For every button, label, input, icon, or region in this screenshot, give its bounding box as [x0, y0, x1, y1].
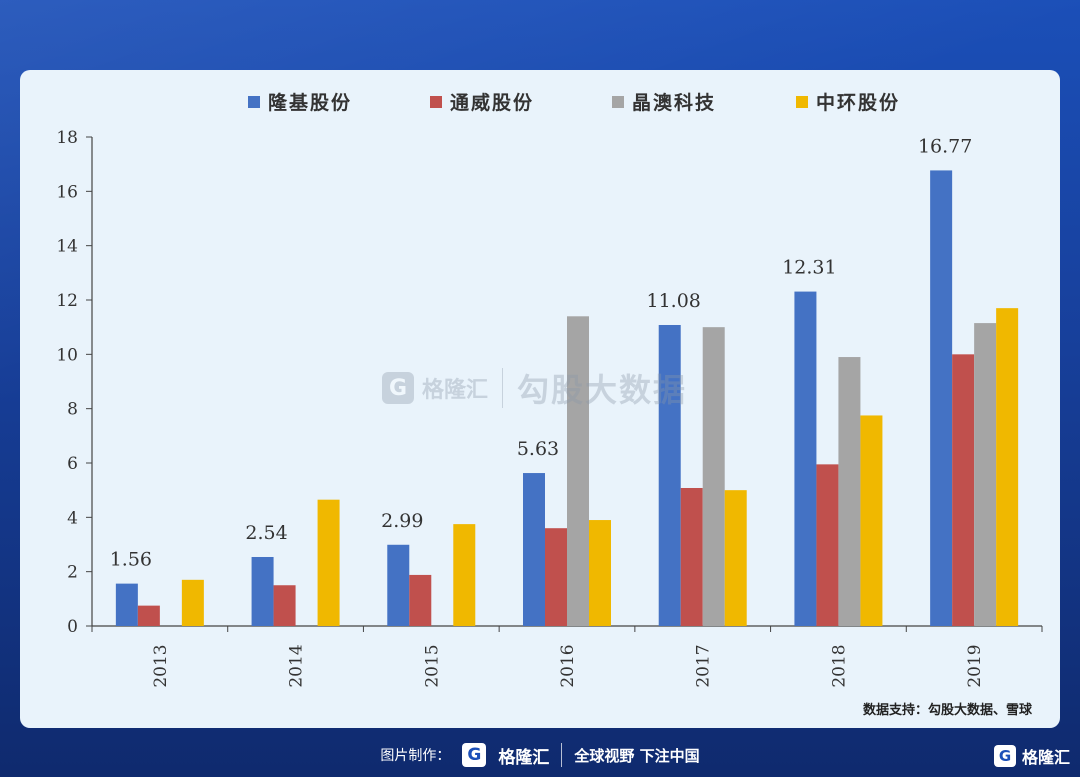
bar [137, 605, 160, 626]
bar [952, 354, 975, 626]
bar [838, 357, 861, 626]
data-label: 1.56 [110, 549, 152, 571]
y-tick-label: 12 [56, 291, 78, 311]
legend-swatch [612, 96, 624, 108]
bar-chart: 0 2 4 6 8 10 12 14 16 18 2013 2014 2015 2016 2017 2018 2… [56, 91, 1043, 688]
watermark-logo-icon: G [382, 372, 414, 404]
data-label: 11.08 [647, 290, 701, 312]
watermark-divider [502, 368, 504, 408]
x-tick-label: 2018 [829, 644, 849, 687]
bar [317, 499, 340, 626]
legend-swatch [796, 96, 808, 108]
watermark: G 格隆汇 勾股大数据 [382, 365, 687, 411]
bar [387, 544, 410, 626]
legend-entry: 晶澳科技 [632, 91, 716, 114]
footer: 图片制作： G 格隆汇 全球视野 下注中国 [0, 735, 1080, 775]
data-label: 2.54 [245, 522, 287, 544]
corner-logo-icon: G [993, 745, 1016, 767]
footer-slogan: 全球视野 下注中国 [574, 746, 700, 765]
footer-brand: 格隆汇 [498, 747, 550, 768]
bar [523, 473, 545, 626]
y-tick-label: 6 [67, 454, 78, 474]
x-tick-label: 2015 [422, 644, 442, 687]
bar [930, 170, 953, 626]
data-label: 12.31 [782, 257, 836, 279]
y-tick-label: 14 [56, 237, 78, 257]
data-source: 数据支持：勾股大数据、雪球 [862, 703, 1032, 718]
legend-entry: 隆基股份 [268, 91, 352, 114]
footer-logo-icon: G [462, 743, 487, 767]
y-tick-label: 4 [67, 508, 78, 528]
x-tick-label: 2016 [558, 644, 578, 687]
bar [273, 585, 296, 626]
bar [680, 487, 703, 626]
bar [589, 520, 611, 626]
x-tick-label: 2017 [694, 644, 714, 687]
bar [702, 327, 725, 626]
bar [545, 528, 567, 626]
y-tick-label: 16 [56, 182, 78, 202]
bar [115, 583, 138, 626]
chart-panel: 0 2 4 6 8 10 12 14 16 18 2013 2014 2015 2016 2017 2018 2… [20, 70, 1060, 728]
x-tick-label: 2013 [151, 644, 171, 687]
bar [974, 323, 997, 626]
y-tick-label: 18 [56, 128, 78, 148]
legend-swatch [430, 96, 442, 108]
bar [996, 308, 1019, 626]
y-tick-label: 10 [56, 345, 78, 365]
footer-label: 图片制作： [380, 748, 451, 764]
bar [409, 574, 432, 626]
corner-brand: G 格隆汇 [993, 744, 1070, 768]
corner-brand-label: 格隆汇 [1021, 748, 1070, 767]
data-label: 16.77 [918, 135, 972, 157]
y-tick-label: 8 [67, 400, 78, 420]
bar [724, 490, 747, 626]
watermark-name: 勾股大数据 [517, 371, 688, 409]
legend-entry: 通威股份 [450, 91, 534, 114]
bar [453, 524, 476, 626]
x-tick-label: 2019 [965, 644, 985, 687]
bar [816, 464, 839, 626]
bar [658, 324, 681, 626]
bar [251, 556, 274, 626]
x-tick-label: 2014 [287, 644, 307, 687]
bar [860, 415, 883, 626]
bar [181, 579, 204, 626]
y-tick-label: 2 [67, 563, 78, 583]
data-label: 2.99 [381, 510, 423, 532]
legend-swatch [248, 96, 260, 108]
watermark-brand: 格隆汇 [422, 378, 489, 403]
y-tick-label: 0 [67, 617, 78, 637]
bar [794, 291, 817, 626]
bar [567, 316, 589, 626]
data-label: 5.63 [517, 438, 559, 460]
legend-entry: 中环股份 [816, 91, 900, 114]
footer-divider [561, 743, 563, 767]
